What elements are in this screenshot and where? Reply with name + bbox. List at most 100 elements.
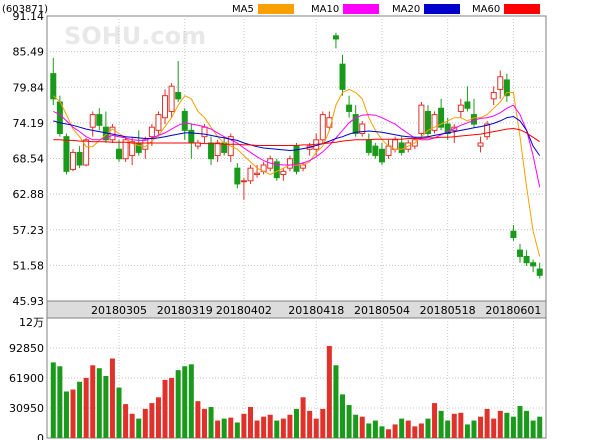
candle-body [208, 142, 215, 160]
candle-body [89, 114, 96, 128]
volume-bar [510, 416, 516, 438]
volume-bar [103, 375, 109, 438]
volume-bar [320, 408, 326, 438]
candle-body [385, 145, 392, 157]
volume-bar [399, 418, 405, 438]
volume-bar [182, 366, 188, 438]
legend-label: MA20 [392, 4, 420, 15]
volume-bar [96, 368, 102, 438]
date-label: 20180418 [288, 304, 344, 317]
candle-body [181, 110, 188, 131]
volume-bar [63, 391, 69, 438]
volume-bar [353, 414, 359, 438]
ma20-line [53, 115, 541, 156]
volume-bar [340, 394, 346, 438]
volume-bar [379, 426, 385, 438]
candle-body [516, 249, 523, 257]
candle-body [359, 123, 366, 135]
candle-body [424, 110, 431, 135]
candle-body [201, 126, 208, 138]
legend-label: MA60 [472, 4, 500, 15]
volume-bar [307, 410, 313, 438]
volume-bar [109, 358, 115, 438]
ma60-line [53, 127, 540, 146]
candle-body [510, 230, 517, 239]
candle-body [398, 142, 405, 153]
volume-bar [524, 410, 530, 438]
price-tick-label: 57.23 [13, 224, 45, 237]
candle-body [247, 167, 254, 182]
volume-bar [77, 381, 83, 438]
candle-body [372, 145, 379, 157]
volume-bar [208, 406, 214, 438]
candle-body [83, 139, 90, 166]
volume-bar [294, 408, 299, 438]
candle-body [234, 167, 241, 185]
price-tick-label: 62.88 [13, 188, 45, 201]
volume-bar [471, 420, 477, 438]
ma10-line [53, 104, 541, 188]
volume-bar [313, 418, 319, 438]
candle-body [155, 114, 162, 131]
price-tick-label: 74.19 [13, 117, 45, 130]
candle-body [503, 79, 510, 97]
volume-bar [491, 418, 497, 438]
volume-bar [458, 412, 464, 438]
candle-body [352, 114, 359, 135]
volume-bar [234, 422, 240, 438]
volume-unit-label: 12万 [19, 316, 44, 329]
volume-bar [267, 414, 273, 438]
volume-bar [386, 429, 392, 438]
legend-label: MA5 [232, 4, 254, 15]
volume-bar [484, 408, 490, 438]
volume-bar [162, 379, 168, 438]
volume-bar [333, 365, 339, 438]
candle-body [477, 142, 484, 147]
candle-body [484, 123, 491, 138]
date-label: 20180319 [157, 304, 213, 317]
candle-body [116, 148, 123, 160]
legend-swatch [343, 4, 379, 14]
volume-bar [116, 387, 122, 438]
candle-body [378, 148, 385, 163]
volume-bar [405, 420, 411, 438]
candle-body [365, 139, 372, 153]
watermark: SOHU.com [64, 22, 206, 50]
candle-body [418, 104, 425, 135]
volume-bar [70, 389, 76, 438]
volume-tick-label: 61900 [9, 372, 44, 385]
volume-bar [195, 401, 201, 438]
price-tick-label: 51.58 [13, 259, 45, 272]
volume-bar [169, 377, 175, 438]
volume-bar [359, 416, 365, 438]
legend-swatch [424, 4, 460, 14]
candle-body [438, 107, 445, 128]
candle-body [332, 35, 339, 40]
candle-body [490, 92, 497, 100]
candle-body [497, 76, 504, 90]
volume-bar [129, 413, 135, 438]
volume-tick-label: 0 [37, 432, 44, 440]
volume-bar [142, 408, 148, 438]
volume-bar [432, 403, 438, 438]
candle-body [162, 95, 169, 119]
volume-bar [247, 406, 253, 438]
date-label: 20180601 [485, 304, 541, 317]
volume-bar [188, 364, 194, 438]
volume-bar [201, 408, 207, 438]
volume-bar [123, 404, 129, 438]
price-tick-label: 45.93 [13, 295, 45, 308]
volume-bar [326, 345, 332, 438]
volume-tick-label: 30950 [9, 402, 44, 415]
volume-bar [175, 370, 181, 438]
volume-bar [83, 377, 89, 438]
candle-body [148, 126, 155, 138]
volume-bar [464, 424, 470, 438]
volume-bar [478, 416, 484, 438]
volume-bar [287, 414, 293, 438]
volume-bar [300, 397, 306, 438]
candle-body [214, 142, 221, 157]
volume-bars [50, 345, 543, 438]
volume-bar [451, 413, 457, 438]
